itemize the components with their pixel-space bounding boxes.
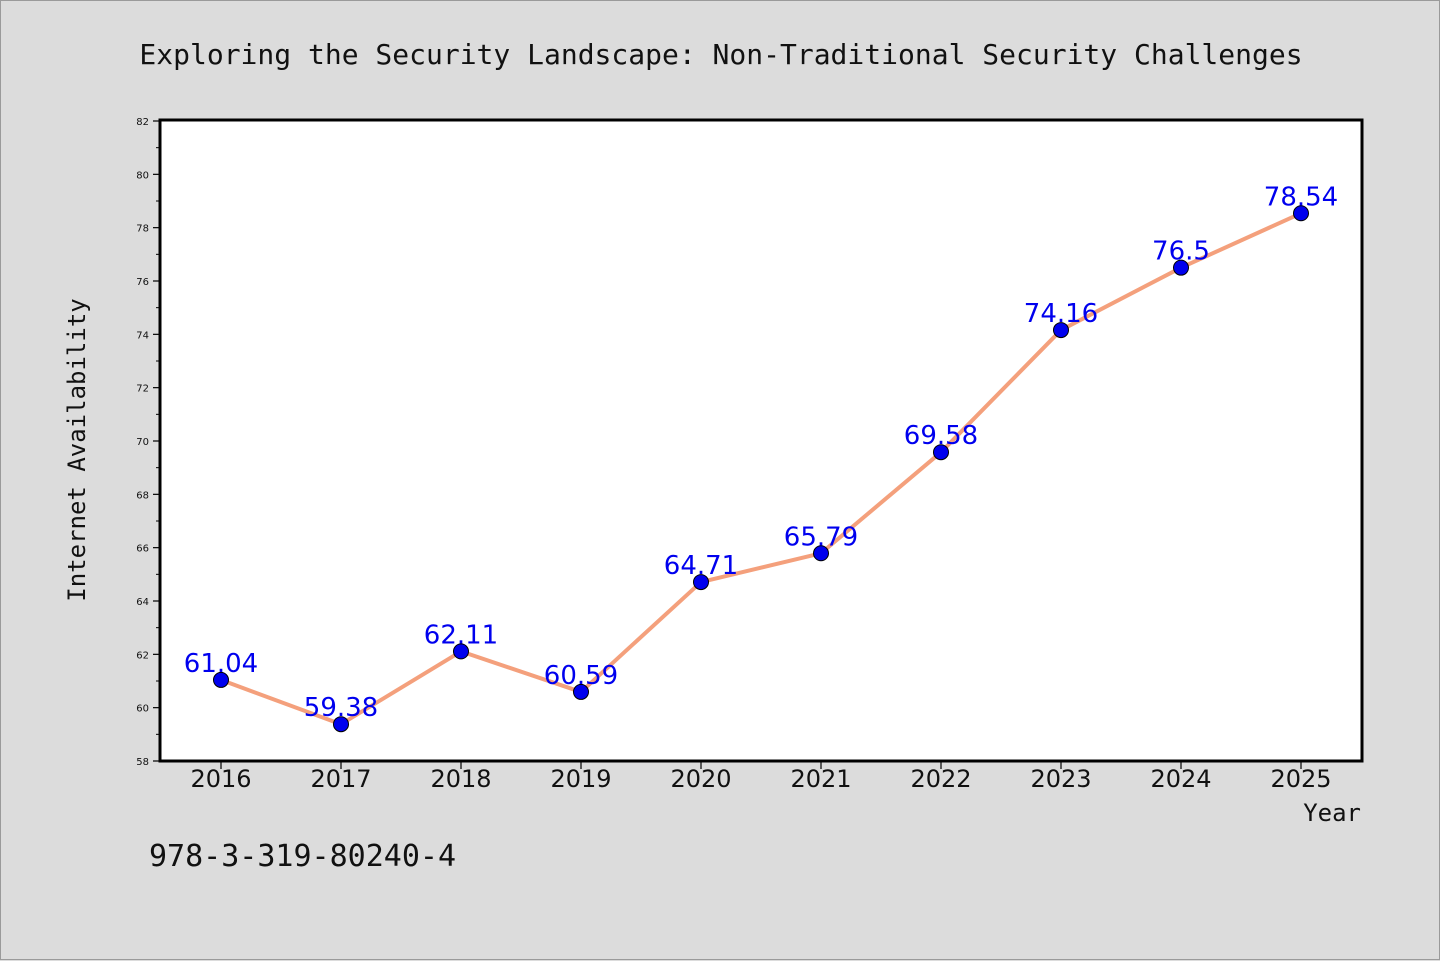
data-label: 62.11 — [424, 620, 498, 650]
y-tick-label: 68 — [136, 490, 149, 501]
data-label: 64.71 — [664, 551, 738, 581]
data-point — [333, 716, 349, 733]
data-label: 69.58 — [904, 421, 978, 451]
y-tick-label: 66 — [136, 544, 149, 555]
x-tick-label: 2022 — [910, 765, 971, 793]
y-axis-label: Internet Availability — [63, 298, 91, 601]
x-tick-label: 2021 — [790, 765, 851, 793]
x-tick-label: 2025 — [1270, 765, 1331, 793]
y-tick-label: 72 — [136, 384, 149, 395]
y-tick-label: 58 — [136, 757, 149, 768]
x-axis-ticks: 2016 2017 2018 2019 2020 2021 2022 2023 2024 2025 — [190, 761, 1332, 793]
data-label: 65.79 — [784, 522, 858, 552]
data-point — [813, 545, 829, 562]
data-label: 59.38 — [304, 693, 378, 723]
data-point — [213, 671, 229, 688]
data-point — [933, 444, 949, 461]
y-tick-label: 80 — [136, 170, 149, 181]
data-point — [573, 683, 589, 700]
y-tick-label: 70 — [136, 437, 149, 448]
data-point — [1293, 205, 1309, 222]
data-label: 60.59 — [544, 661, 618, 691]
y-tick-label: 62 — [136, 650, 149, 661]
data-label: 74.16 — [1024, 299, 1098, 329]
y-axis-ticks: 58 60 62 64 66 68 70 72 74 76 78 80 82 — [136, 117, 161, 768]
y-tick-label: 76 — [136, 277, 149, 288]
x-tick-label: 2020 — [670, 765, 731, 793]
data-label: 78.54 — [1264, 182, 1338, 212]
y-tick-label: 82 — [136, 117, 149, 128]
data-point — [1053, 322, 1069, 339]
data-labels: 61.04 59.38 62.11 60.59 64.71 65.79 69.58 74.16… — [184, 182, 1338, 723]
x-axis-label: Year — [1303, 799, 1361, 827]
series-markers — [213, 205, 1309, 733]
x-tick-label: 2016 — [190, 765, 251, 793]
plot-area — [158, 118, 1364, 763]
y-tick-label: 78 — [136, 224, 149, 235]
y-tick-label: 64 — [136, 597, 149, 608]
x-tick-label: 2023 — [1030, 765, 1091, 793]
data-label: 61.04 — [184, 649, 258, 679]
data-point — [453, 643, 469, 660]
series-line — [219, 211, 1303, 727]
x-tick-label: 2024 — [1150, 765, 1211, 793]
y-tick-label: 60 — [136, 704, 149, 715]
x-tick-label: 2018 — [430, 765, 491, 793]
isbn-text: 978-3-319-80240-4 — [149, 839, 456, 874]
y-tick-label: 74 — [136, 330, 149, 341]
chart-title: Exploring the Security Landscape: Non-Tr… — [139, 38, 1302, 71]
data-point — [693, 574, 709, 591]
data-label: 76.5 — [1152, 237, 1210, 267]
x-tick-label: 2017 — [310, 765, 371, 793]
data-point — [1173, 259, 1189, 276]
x-tick-label: 2019 — [550, 765, 611, 793]
